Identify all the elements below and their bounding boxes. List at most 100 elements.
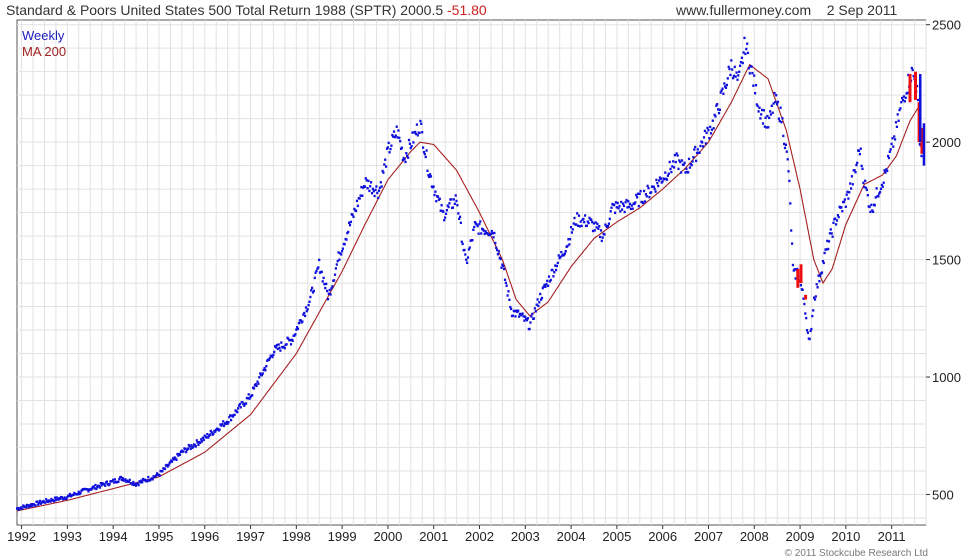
weekly-point — [758, 106, 761, 109]
weekly-point — [818, 280, 821, 283]
weekly-point — [629, 207, 632, 211]
down-bar — [908, 74, 912, 103]
weekly-point — [821, 260, 824, 263]
weekly-point — [468, 246, 471, 249]
weekly-point — [805, 316, 808, 320]
weekly-point — [647, 186, 650, 190]
weekly-point — [351, 213, 354, 216]
weekly-point — [333, 279, 336, 282]
weekly-point — [343, 243, 346, 246]
weekly-point — [371, 187, 374, 191]
weekly-point — [242, 403, 245, 406]
weekly-point — [542, 285, 545, 288]
weekly-point — [517, 309, 520, 312]
weekly-point — [849, 182, 852, 185]
weekly-point — [900, 101, 903, 104]
weekly-point — [891, 137, 894, 140]
weekly-point — [701, 141, 704, 144]
weekly-point — [146, 480, 149, 483]
weekly-point — [327, 292, 330, 295]
weekly-point — [667, 172, 670, 175]
weekly-point — [434, 190, 437, 193]
weekly-point — [54, 499, 57, 502]
weekly-point — [237, 407, 240, 410]
weekly-point — [398, 136, 401, 140]
weekly-point — [657, 184, 660, 188]
source-and-date: www.fullermoney.com 2 Sep 2011 — [676, 2, 897, 18]
x-tick-label: 2001 — [419, 529, 448, 544]
weekly-point — [724, 85, 727, 88]
weekly-point — [704, 142, 707, 145]
weekly-point — [121, 477, 124, 480]
weekly-point — [433, 193, 436, 197]
weekly-point — [719, 91, 722, 94]
weekly-point — [617, 207, 620, 210]
weekly-point — [482, 229, 485, 232]
weekly-point — [746, 51, 750, 55]
weekly-point — [377, 196, 380, 200]
weekly-point — [774, 100, 777, 104]
down-bars-series — [796, 71, 926, 300]
weekly-point — [467, 248, 470, 251]
weekly-point — [622, 204, 625, 208]
weekly-point — [732, 76, 735, 80]
weekly-point — [643, 200, 647, 203]
weekly-point — [409, 146, 412, 150]
weekly-point — [108, 483, 111, 486]
weekly-point — [579, 220, 582, 223]
weekly-point — [644, 193, 647, 196]
weekly-point — [562, 254, 566, 257]
weekly-point — [450, 198, 453, 201]
weekly-point — [872, 210, 875, 213]
weekly-point — [784, 143, 787, 146]
weekly-point — [385, 165, 388, 168]
weekly-point — [188, 445, 191, 448]
weekly-point — [220, 424, 223, 427]
weekly-point — [336, 259, 339, 263]
weekly-point — [200, 440, 204, 443]
weekly-point — [237, 404, 241, 407]
weekly-point — [205, 436, 208, 439]
x-tick-label: 2005 — [602, 529, 631, 544]
weekly-point — [448, 202, 451, 205]
weekly-point — [877, 195, 880, 198]
weekly-point — [438, 197, 441, 200]
weekly-point — [306, 308, 309, 311]
weekly-point — [249, 395, 252, 399]
weekly-point — [911, 68, 914, 72]
weekly-point — [452, 198, 455, 201]
weekly-point — [278, 346, 281, 350]
weekly-point — [890, 142, 893, 146]
weekly-point — [408, 142, 411, 145]
weekly-point — [722, 92, 725, 95]
weekly-point — [539, 292, 542, 296]
weekly-point — [206, 433, 209, 436]
weekly-point — [186, 447, 189, 450]
source-link[interactable]: www.fullermoney.com — [676, 2, 812, 18]
weekly-point — [873, 204, 876, 207]
weekly-point — [730, 59, 733, 62]
weekly-point — [881, 185, 884, 188]
weekly-point — [415, 123, 418, 126]
weekly-point — [494, 241, 497, 245]
weekly-point — [267, 358, 271, 362]
weekly-point — [861, 167, 864, 170]
weekly-point — [394, 134, 397, 137]
weekly-point — [302, 313, 305, 316]
weekly-point — [536, 298, 539, 301]
weekly-point — [540, 298, 543, 301]
weekly-point — [147, 475, 150, 479]
weekly-point — [95, 487, 98, 491]
x-tick-label: 1997 — [236, 529, 265, 544]
weekly-point — [46, 500, 49, 504]
weekly-point — [669, 167, 672, 171]
weekly-point — [742, 51, 745, 54]
weekly-point — [717, 108, 720, 111]
weekly-point — [716, 103, 719, 106]
weekly-point — [407, 138, 411, 142]
weekly-point — [576, 212, 579, 215]
weekly-point — [478, 222, 481, 226]
weekly-point — [260, 374, 263, 377]
weekly-point — [725, 83, 728, 87]
weekly-point — [858, 152, 861, 156]
